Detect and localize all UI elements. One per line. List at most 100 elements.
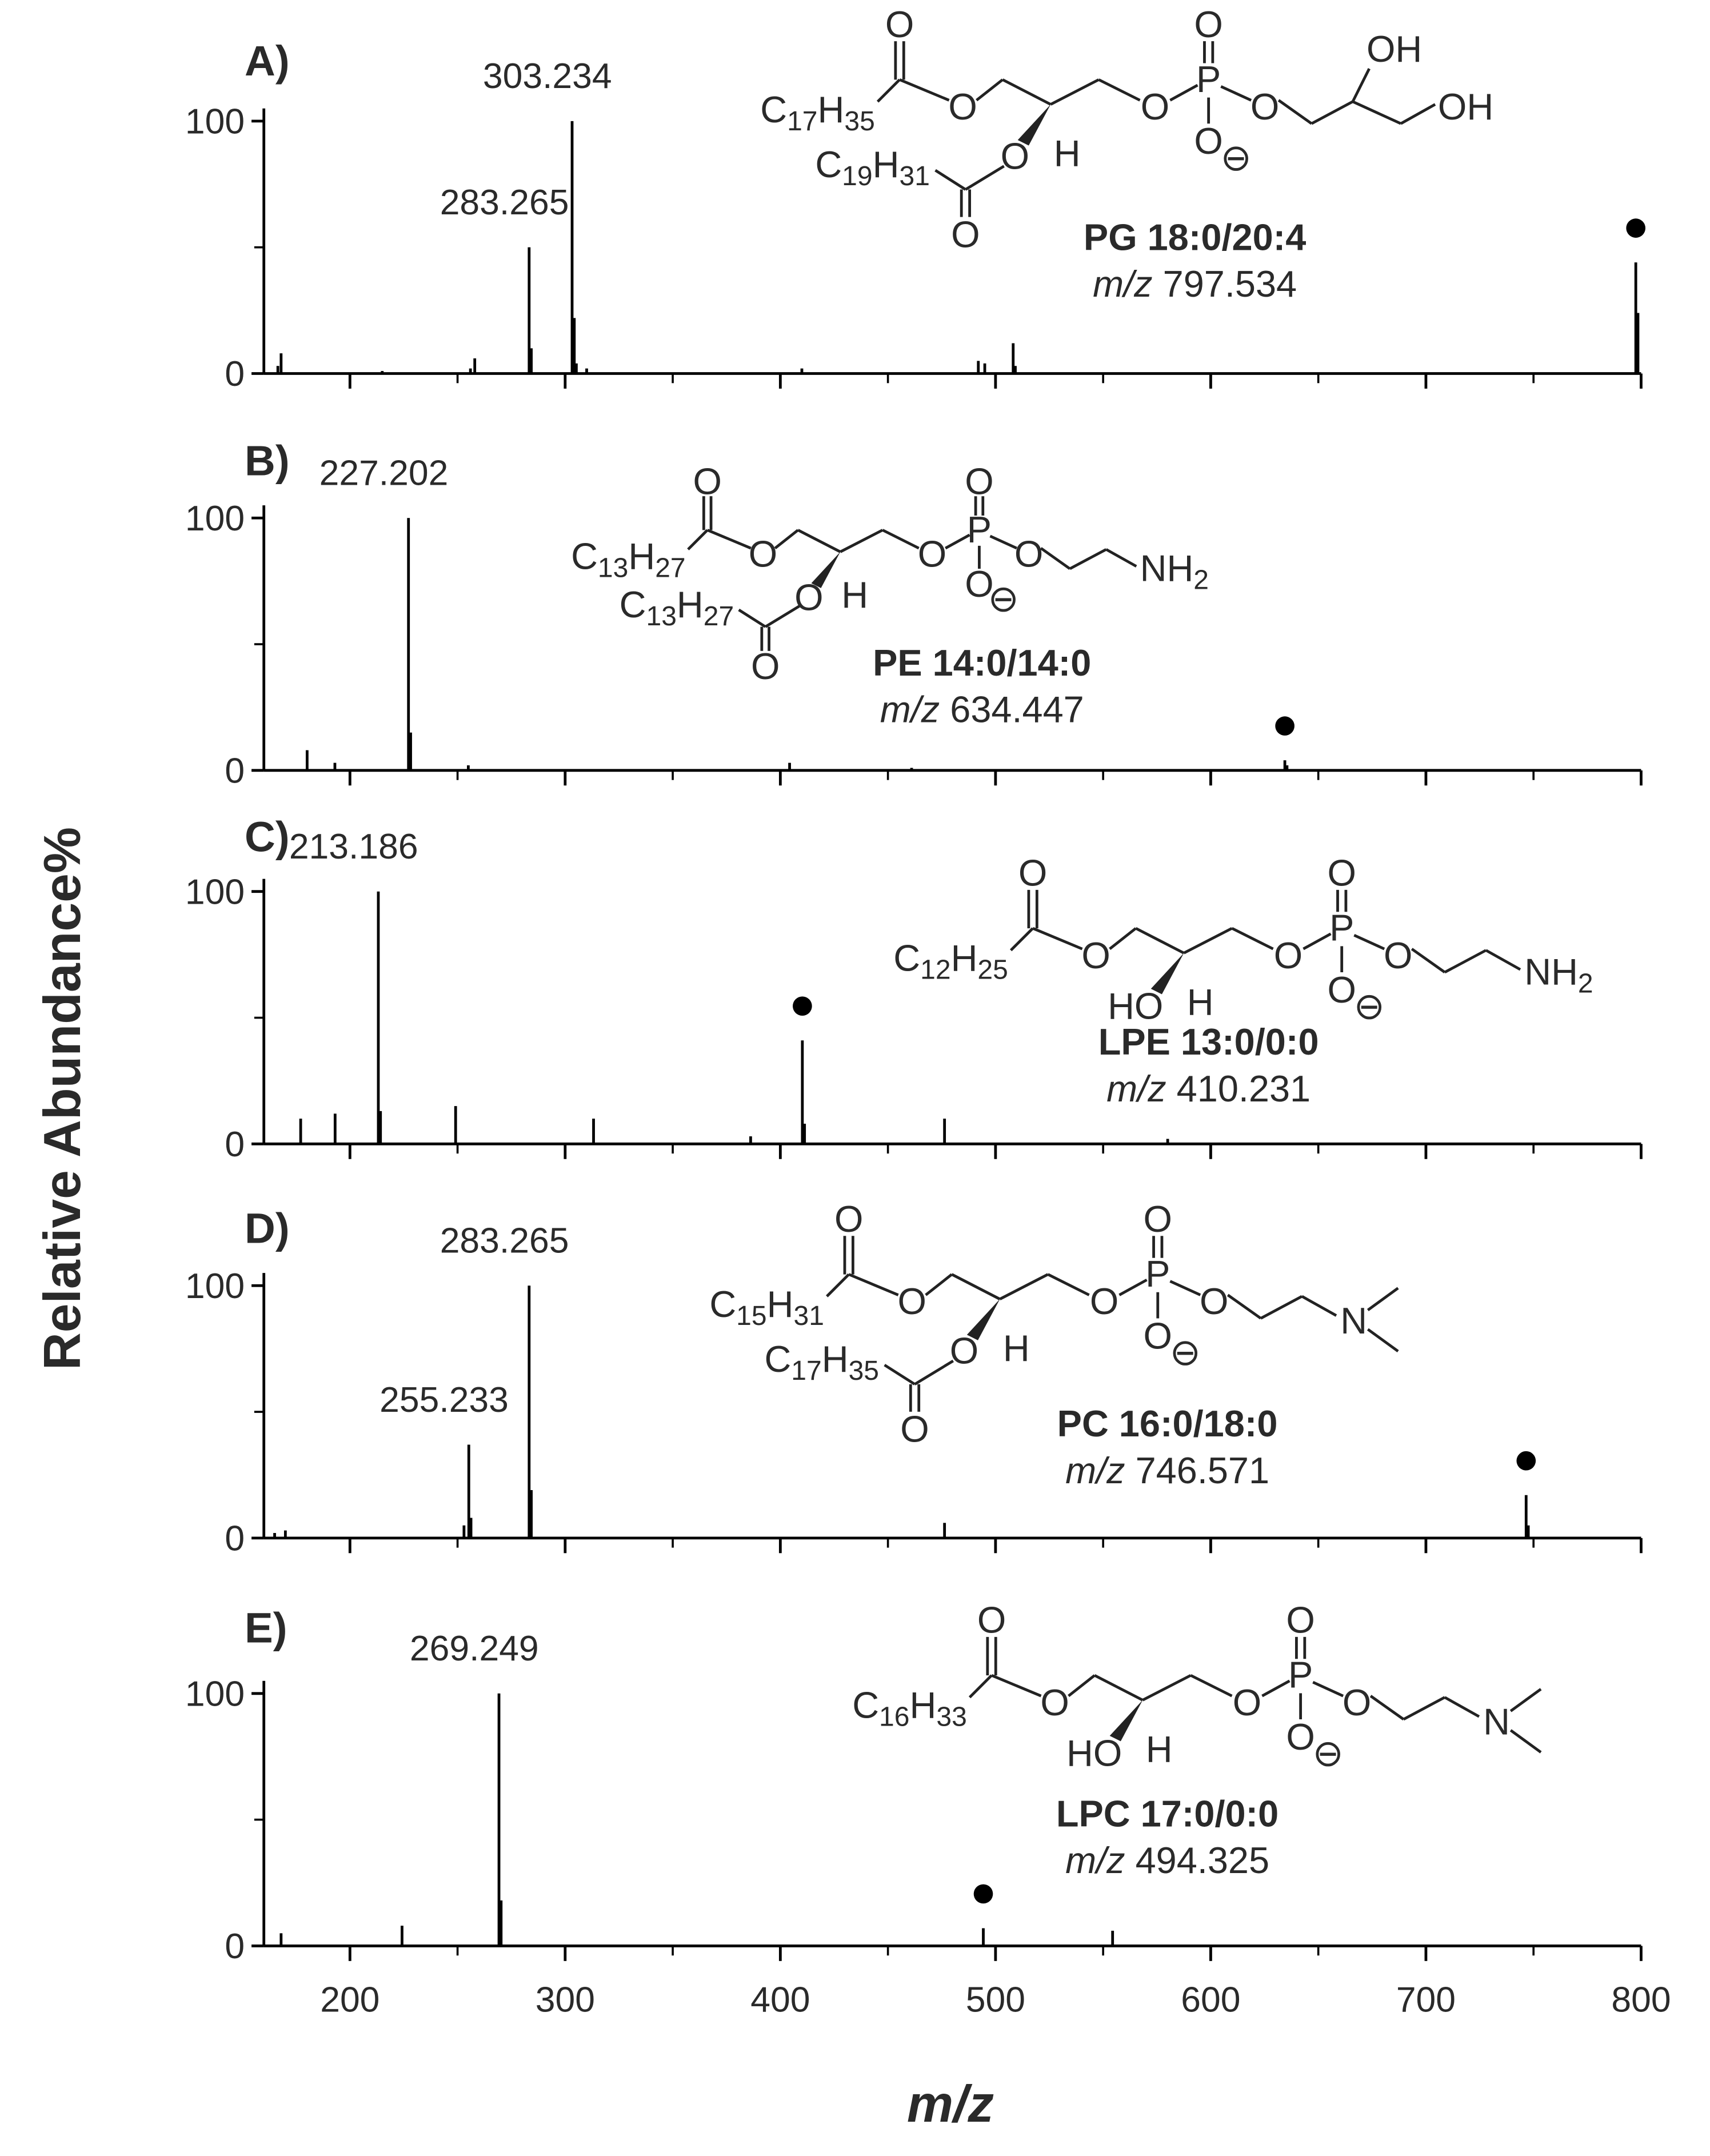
bond [1226,1293,1262,1320]
hydroxyl: HO [1066,1732,1122,1774]
precursor-marker [1516,1451,1536,1471]
mz-prefix: m/z [1106,1068,1166,1109]
y-tick-label: 100 [185,102,245,142]
wedge-bond [1150,953,1184,995]
x-tick-label: 500 [966,1980,1025,2020]
atom-label: O [794,576,823,618]
atom-label: O [1286,1599,1315,1641]
bond [1353,933,1385,951]
atom-label: H [1003,1327,1030,1369]
wedge-bond [1109,1700,1143,1742]
precursor-mz: m/z 634.447 [880,689,1084,730]
bond [1367,1328,1399,1353]
bond [1351,68,1371,102]
bond [1400,103,1436,125]
y-axis-label: Relative Abundance% [33,827,91,1370]
bond [1069,548,1107,570]
atom-label: O [1384,935,1412,976]
hydroxyl: OH [1367,28,1422,70]
compound-name: PG 18:0/20:4 [1084,216,1306,258]
bond [1190,1674,1233,1698]
bond [1311,100,1354,125]
peak-label: 213.186 [289,827,418,867]
atom-label: P [1196,58,1221,100]
panel-label: E) [245,1604,287,1651]
atom-label: O [1194,120,1222,162]
y-tick-label: 0 [225,1518,245,1558]
bond [1105,548,1137,568]
atom-label: O [1081,935,1110,976]
bond [1118,1279,1148,1296]
atom-label: H [1146,1728,1173,1770]
bond [1367,1287,1399,1311]
bond [797,529,841,553]
bond [840,529,884,553]
mz-prefix: m/z [880,689,940,730]
bond [738,608,766,628]
x-axis-label: m/z [907,2075,994,2133]
charge: ⊖ [1170,1331,1201,1373]
bond [1009,927,1034,952]
amine: NH2 [1524,951,1593,999]
compound-name: LPC 17:0/0:0 [1056,1792,1278,1834]
precursor-marker [1275,716,1295,736]
atom-label: O [1018,852,1047,894]
atom-label: O [1327,852,1356,894]
mz-prefix: m/z [1093,263,1152,305]
atom-label: O [965,460,993,502]
atom-label: O [1014,533,1043,574]
bond [1352,100,1402,125]
bond [706,529,752,550]
bond [1444,949,1487,974]
wedge-bond [1017,104,1051,146]
bond [1444,1696,1480,1718]
y-tick-label: 100 [185,872,245,912]
bond [848,1273,899,1296]
amine: NH2 [1140,548,1209,596]
precursor-marker [973,1884,993,1904]
precursor-value: 494.325 [1136,1839,1269,1881]
charge: ⊖ [988,578,1019,620]
atom-label: O [1194,3,1222,45]
bond [1260,1295,1303,1320]
bond [1403,1696,1446,1721]
hydroxyl: HO [1108,985,1163,1027]
panel-label: C) [245,813,290,861]
peak-label: 227.202 [319,453,449,493]
precursor-value: 410.231 [1177,1068,1311,1109]
precursor-marker [793,996,812,1016]
atom-label: O [885,3,914,45]
x-tick-label: 400 [750,1980,810,2020]
y-tick-label: 0 [225,1926,245,1966]
bond [999,1273,1049,1300]
charge: ⊖ [1221,137,1252,178]
bond [1411,948,1446,973]
wedge-bond [966,1299,1000,1340]
atom-label: O [1141,86,1169,127]
bond [968,1674,993,1699]
x-tick-label: 300 [536,1980,595,2020]
y-tick-label: 0 [225,750,245,790]
bond [1303,932,1332,951]
amine: N [1483,1700,1510,1742]
precursor-mz: m/z 410.231 [1106,1068,1311,1109]
bond [1094,1674,1144,1702]
panel-label: D) [245,1204,290,1252]
compound-name: PE 14:0/14:0 [873,642,1091,684]
bond [989,534,1017,550]
atom-label: O [965,563,993,605]
bond [876,78,901,103]
atom-label: O [1144,1315,1172,1356]
x-tick-label: 700 [1396,1980,1456,2020]
atom-label: O [918,533,946,574]
bond [884,1364,916,1386]
bond [925,1273,953,1296]
acyl-chain: C15H31 [709,1283,824,1331]
bond [1047,1273,1090,1296]
bond [1509,1729,1542,1754]
bond [1509,1688,1542,1712]
